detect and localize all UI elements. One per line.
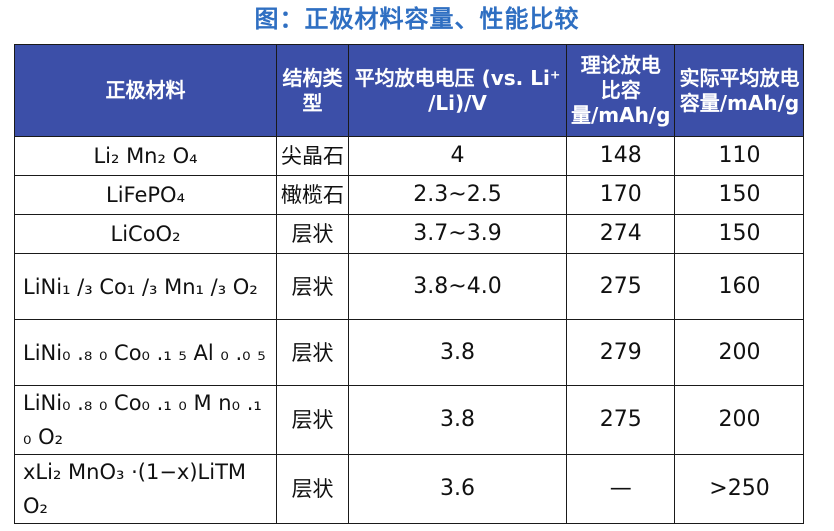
cell-material: xLi₂ MnO₃ ·(1−x)LiTM O₂ — [14, 454, 277, 524]
cell-voltage: 2.3~2.5 — [348, 175, 567, 215]
cell-theoretical-capacity: 275 — [565, 253, 676, 320]
cell-structure: 橄榄石 — [276, 175, 349, 215]
cell-structure: 尖晶石 — [276, 136, 349, 176]
cell-material: LiNi₀ .₈ ₀ Co₀ .₁ ₀ M n₀ .₁ ₀ O₂ — [14, 385, 277, 455]
cathode-comparison-table: 正极材料 结构类型 平均放电电压 (vs. Li⁺ /Li)/V 理论放电比容量… — [14, 44, 805, 524]
cell-material: Li₂ Mn₂ O₄ — [14, 136, 277, 176]
table-row: xLi₂ MnO₃ ·(1−x)LiTM O₂ 层状 3.6 — >250 — [14, 454, 805, 524]
cell-voltage: 3.8 — [348, 385, 567, 455]
cell-actual-capacity: 110 — [674, 136, 805, 176]
table-row: Li₂ Mn₂ O₄ 尖晶石 4 148 110 — [14, 136, 805, 176]
cell-voltage: 3.8~4.0 — [348, 253, 567, 320]
table-row: LiCoO₂ 层状 3.7~3.9 274 150 — [14, 214, 805, 254]
header-actual-capacity: 实际平均放电容量/mAh/g — [674, 44, 805, 137]
cell-actual-capacity: 150 — [674, 214, 805, 254]
cell-voltage: 4 — [348, 136, 567, 176]
cell-structure: 层状 — [276, 319, 349, 386]
cell-actual-capacity: 150 — [674, 175, 805, 215]
cell-theoretical-capacity: 148 — [565, 136, 676, 176]
cell-theoretical-capacity: — — [565, 454, 676, 524]
cell-theoretical-capacity: 170 — [565, 175, 676, 215]
cell-material: LiNi₁ /₃ Co₁ /₃ Mn₁ /₃ O₂ — [14, 253, 277, 320]
header-structure: 结构类型 — [276, 44, 349, 137]
cell-structure: 层状 — [276, 385, 349, 455]
cell-material: LiFePO₄ — [14, 175, 277, 215]
cell-voltage: 3.7~3.9 — [348, 214, 567, 254]
cell-theoretical-capacity: 274 — [565, 214, 676, 254]
table-row: LiFePO₄ 橄榄石 2.3~2.5 170 150 — [14, 175, 805, 215]
cell-structure: 层状 — [276, 214, 349, 254]
cell-theoretical-capacity: 275 — [565, 385, 676, 455]
cell-structure: 层状 — [276, 454, 349, 524]
table-row: LiNi₀ .₈ ₀ Co₀ .₁ ₅ Al ₀ .₀ ₅ 层状 3.8 279… — [14, 319, 805, 386]
cell-actual-capacity: 200 — [674, 319, 805, 386]
header-theoretical-capacity: 理论放电比容量/mAh/g — [565, 44, 676, 137]
header-material: 正极材料 — [14, 44, 277, 137]
cell-voltage: 3.6 — [348, 454, 567, 524]
header-voltage: 平均放电电压 (vs. Li⁺ /Li)/V — [348, 44, 567, 137]
page-title: 图：正极材料容量、性能比较 — [254, 5, 580, 33]
cell-actual-capacity: 160 — [674, 253, 805, 320]
cell-material: LiNi₀ .₈ ₀ Co₀ .₁ ₅ Al ₀ .₀ ₅ — [14, 319, 277, 386]
table-row: LiNi₁ /₃ Co₁ /₃ Mn₁ /₃ O₂ 层状 3.8~4.0 275… — [14, 253, 805, 320]
cell-theoretical-capacity: 279 — [565, 319, 676, 386]
cell-actual-capacity: 200 — [674, 385, 805, 455]
table-header-row: 正极材料 结构类型 平均放电电压 (vs. Li⁺ /Li)/V 理论放电比容量… — [14, 44, 805, 137]
table-row: LiNi₀ .₈ ₀ Co₀ .₁ ₀ M n₀ .₁ ₀ O₂ 层状 3.8 … — [14, 385, 805, 455]
cell-structure: 层状 — [276, 253, 349, 320]
cell-material: LiCoO₂ — [14, 214, 277, 254]
cell-voltage: 3.8 — [348, 319, 567, 386]
cell-actual-capacity: >250 — [674, 454, 805, 524]
